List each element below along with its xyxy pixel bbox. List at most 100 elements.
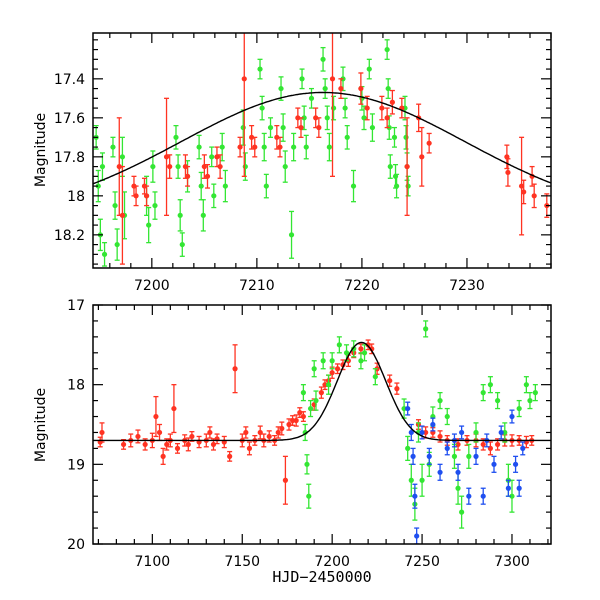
data-point — [119, 165, 126, 265]
top-ylabel: Magnitude — [33, 113, 49, 187]
data-point — [502, 422, 508, 443]
data-point — [466, 487, 472, 505]
data-point — [404, 117, 410, 216]
data-point — [473, 447, 479, 465]
y-tick-label: 18 — [67, 189, 85, 205]
bottom-xlabel: HJD−2450000 — [272, 568, 371, 586]
data-point — [306, 483, 312, 509]
data-point — [408, 423, 414, 442]
data-point — [480, 438, 486, 451]
data-point — [232, 344, 238, 394]
data-point — [498, 425, 504, 440]
data-point — [175, 154, 181, 179]
data-point — [179, 232, 185, 257]
data-point — [358, 352, 364, 370]
data-point — [391, 126, 398, 148]
data-point — [330, 95, 337, 121]
data-point — [344, 124, 350, 150]
x-tick-label: 7230 — [449, 278, 485, 294]
data-point — [437, 391, 443, 410]
x-tick-label: 7100 — [135, 554, 171, 570]
data-point — [304, 454, 310, 475]
data-point — [252, 136, 258, 158]
data-point — [491, 455, 497, 473]
data-point — [214, 146, 220, 168]
data-point — [394, 382, 400, 395]
data-point — [338, 78, 344, 99]
data-point — [342, 97, 348, 119]
data-point — [257, 58, 263, 80]
x-tick-label: 7220 — [344, 278, 380, 294]
plot-area — [93, 33, 551, 267]
data-point — [289, 415, 296, 426]
data-point — [295, 107, 301, 129]
data-point — [184, 165, 191, 187]
data-point — [531, 183, 537, 209]
data-point — [214, 433, 220, 445]
data-point — [120, 438, 127, 450]
data-point — [112, 191, 118, 220]
data-point — [473, 422, 479, 443]
data-point — [334, 363, 341, 375]
bottom-panel: Magnitude HJD−2450000 7100 7150 7200 7250 73… — [33, 298, 552, 586]
data-point — [298, 117, 304, 138]
data-point — [200, 199, 206, 232]
data-point — [282, 150, 288, 183]
data-point — [160, 447, 166, 465]
data-point — [278, 76, 284, 101]
data-point — [410, 447, 416, 465]
y-tick-label: 19 — [67, 457, 85, 473]
x-tick-label: 7210 — [239, 278, 275, 294]
data-point — [389, 89, 395, 115]
data-point — [211, 183, 217, 209]
data-point — [300, 384, 306, 402]
data-point — [437, 463, 443, 481]
data-point — [259, 95, 265, 121]
plot-frame — [92, 304, 552, 545]
data-point — [509, 479, 515, 513]
data-point — [189, 431, 195, 442]
data-point — [403, 124, 409, 150]
data-point — [282, 455, 289, 505]
data-point — [505, 479, 511, 497]
data-point — [384, 107, 390, 129]
data-point — [414, 527, 420, 544]
data-point — [509, 409, 515, 424]
data-point — [466, 443, 472, 469]
series-red — [116, 33, 550, 265]
data-point — [152, 191, 158, 220]
model-curve — [93, 341, 551, 442]
data-point — [512, 455, 519, 473]
data-point — [227, 450, 233, 462]
data-point — [518, 136, 525, 236]
data-point — [146, 206, 152, 244]
data-point — [313, 390, 319, 411]
data-point — [311, 360, 317, 378]
y-tick-label: 18 — [67, 378, 85, 394]
data-point — [280, 113, 286, 142]
data-point — [494, 391, 501, 410]
data-point — [261, 132, 267, 162]
data-point — [307, 399, 314, 418]
model-curve — [93, 91, 551, 185]
data-point — [156, 423, 163, 442]
data-point — [299, 68, 305, 90]
data-point — [320, 46, 326, 72]
data-point — [423, 320, 429, 338]
data-point — [364, 95, 370, 121]
data-point — [241, 33, 247, 177]
data-point — [275, 426, 281, 439]
data-point — [430, 417, 436, 432]
data-point — [516, 479, 522, 497]
data-point — [480, 487, 486, 505]
data-point — [384, 39, 390, 60]
data-point — [405, 435, 411, 462]
data-point — [480, 384, 486, 402]
data-point — [196, 134, 202, 160]
top-panel: Magnitude 7200 7210 7220 7230 17.4 17.6 17.8 18… — [33, 32, 552, 294]
data-point — [246, 441, 253, 456]
data-point — [326, 132, 332, 162]
data-point — [426, 132, 432, 154]
data-point — [95, 169, 101, 203]
data-point — [174, 442, 181, 454]
